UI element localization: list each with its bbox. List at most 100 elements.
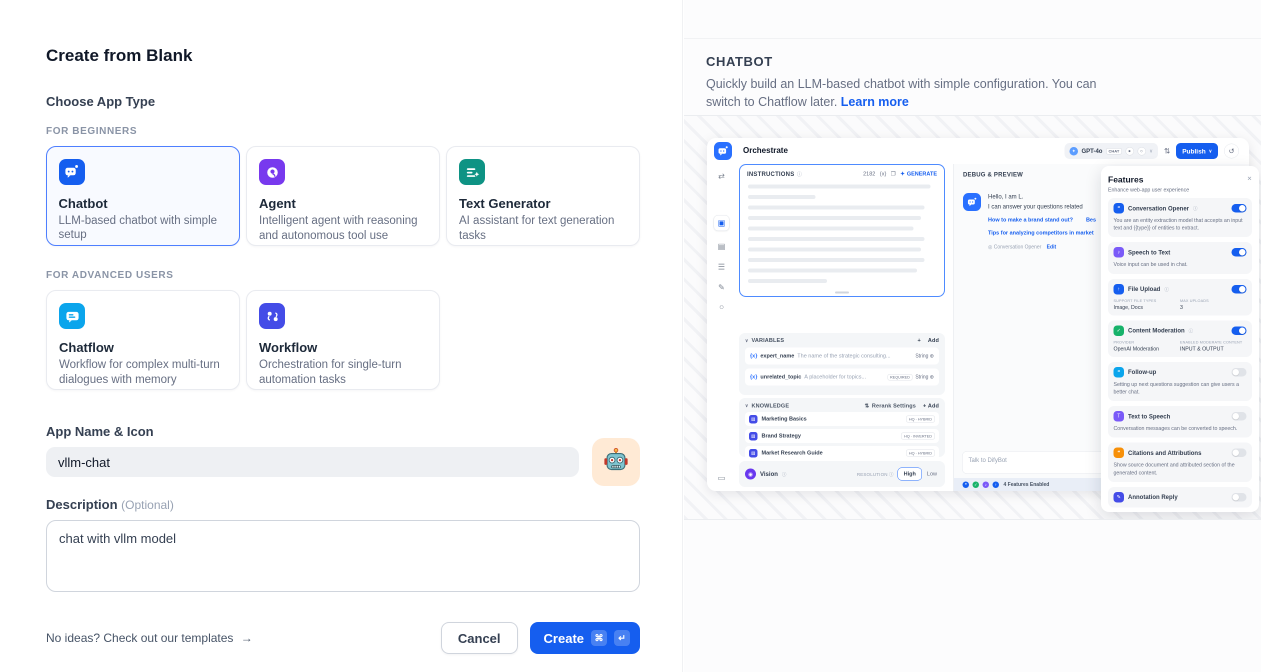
retrieval-tag: HQ · HYBRID	[905, 415, 935, 423]
dataset-icon: ▤	[749, 414, 758, 424]
chat-input: Talk to DifyBot	[962, 451, 1108, 474]
card-desc: Orchestration for single-turn automation…	[259, 359, 402, 386]
knowledge-title: KNOWLEDGE	[751, 402, 790, 409]
modal-footer: No ideas? Check out our templates → Canc…	[46, 622, 640, 654]
sparkle-icon: ✦	[900, 171, 905, 177]
annotation-icon: ✎	[718, 283, 725, 293]
create-button[interactable]: Create ⌘ ↵	[529, 622, 640, 654]
templates-link[interactable]: No ideas? Check out our templates →	[46, 631, 253, 645]
card-title: Chatbot	[58, 195, 108, 211]
speech-feature-icon: ♪	[982, 480, 990, 489]
feature-card-follow-up: ❝ Follow-up Setting up next questions su…	[1108, 361, 1252, 402]
content-moderation-icon: ✓	[1113, 325, 1124, 336]
dataset-icon: ▤	[749, 448, 758, 458]
conversation-opener-icon: ❝	[1113, 203, 1124, 214]
app-type-card-chatbot[interactable]: Chatbot LLM-based chatbot with simple se…	[46, 146, 240, 246]
app-name-row	[46, 438, 640, 486]
logs-icon: ▤	[717, 242, 726, 252]
preview-side-rail: ⇄ ▣ ▤ ☰ ✎ ○	[707, 164, 736, 491]
enter-key-icon: ↵	[614, 630, 630, 646]
frame-icon: ▭	[717, 474, 726, 483]
card-desc: Intelligent agent with reasoning and aut…	[259, 215, 418, 242]
description-textarea[interactable]: chat with vllm model	[46, 520, 640, 592]
chevron-down-icon: ∨	[1149, 148, 1153, 154]
orchestrate-title: Orchestrate	[743, 146, 788, 156]
toggle-on	[1231, 284, 1247, 294]
variables-icon: {x}	[879, 170, 887, 177]
follow-up-icon: ❝	[1113, 366, 1124, 378]
card-title: Agent	[259, 196, 296, 211]
instructions-title: INSTRUCTIONS	[747, 170, 795, 178]
app-type-card-agent[interactable]: Agent Intelligent agent with reasoning a…	[246, 146, 440, 246]
file-upload-icon: ↑	[1113, 283, 1124, 295]
info-icon: ⓘ	[1193, 206, 1198, 211]
circle-plus-icon: ⊕	[929, 374, 934, 380]
info-icon: ⓘ	[889, 471, 894, 477]
app-logo-icon	[714, 142, 732, 160]
preview-header: CHATBOT Quickly build an LLM-based chatb…	[706, 54, 1126, 111]
resolution-low-option: Low	[926, 471, 937, 477]
card-title: Chatflow	[59, 340, 114, 355]
create-button-label: Create	[543, 630, 584, 646]
info-icon: ⓘ	[1164, 286, 1169, 292]
text-generator-icon	[459, 159, 485, 185]
feature-card-conversation-opener: ❝ Conversation Opener ⓘ You are an entit…	[1108, 198, 1252, 238]
card-desc: AI assistant for text generation tasks	[459, 215, 615, 242]
required-badge: REQUIRED	[887, 373, 913, 381]
chevron-down-icon: ∨	[745, 403, 749, 408]
card-title: Workflow	[259, 340, 318, 355]
feature-card-text-to-speech: T Text to Speech Conversation messages c…	[1108, 406, 1252, 438]
citations-icon: ❝	[1113, 447, 1124, 459]
for-beginners-label: FOR BEGINNERS	[46, 126, 138, 137]
learn-more-link[interactable]: Learn more	[840, 94, 909, 109]
retrieval-tag: HQ · HYBRID	[905, 449, 935, 457]
close-icon: ✕	[1246, 175, 1252, 182]
copy-icon: ❐	[890, 171, 896, 177]
knowledge-panel: ∨ KNOWLEDGE ⇅ Rerank Settings + Add ▤ Mar…	[739, 398, 945, 460]
preview-description: Quickly build an LLM-based chatbot with …	[706, 77, 1097, 109]
cancel-button[interactable]: Cancel	[440, 622, 518, 654]
features-enabled-bar: ❝ ✓ ♪ ↑ 4 Features Enabled	[954, 478, 1104, 491]
toggle-off	[1231, 367, 1247, 377]
add-icon: +	[923, 402, 927, 409]
features-panel: Features ✕ Enhance web-app user experien…	[1101, 166, 1259, 512]
toggle-off	[1231, 448, 1247, 458]
app-type-card-workflow[interactable]: Workflow Orchestration for single-turn a…	[246, 290, 440, 390]
app-type-card-text-generator[interactable]: Text Generator AI assistant for text gen…	[446, 146, 640, 246]
chatbot-preview-image: Orchestrate ✦ GPT-4o CHAT ● ○ ∨ ⇅ Publis	[684, 115, 1261, 520]
opener-feature-icon: ❝	[962, 480, 970, 489]
temperature-icon: ●	[1125, 146, 1134, 156]
choose-app-type-label: Choose App Type	[46, 94, 156, 109]
speech-to-text-icon: ♪	[1113, 247, 1124, 258]
orchestrate-tab-icon: ▣	[713, 215, 730, 231]
preview-topbar: Orchestrate ✦ GPT-4o CHAT ● ○ ∨ ⇅ Publis	[707, 138, 1249, 164]
app-name-input[interactable]	[46, 447, 579, 477]
description-label-row: Description (Optional)	[46, 497, 640, 512]
token-count: 2182	[863, 170, 876, 177]
generate-button: ✦ GENERATE	[900, 170, 937, 177]
card-desc: Workflow for complex multi-turn dialogue…	[59, 359, 220, 386]
suggested-question: How to make a brand stand out? Bes	[988, 216, 1097, 223]
app-type-card-chatflow[interactable]: Chatflow Workflow for complex multi-turn…	[46, 290, 240, 390]
opener-meta: ◎ Conversation Opener Edit	[988, 244, 1057, 251]
variable-icon: {x}	[750, 374, 758, 380]
feature-card-citations: ❝ Citations and Attributions Show source…	[1108, 442, 1252, 482]
info-icon: ⓘ	[1188, 328, 1194, 334]
create-app-modal: Create from Blank Choose App Type FOR BE…	[46, 0, 683, 672]
toggle-off	[1231, 492, 1247, 502]
circle-plus-icon: ⊕	[929, 353, 934, 359]
model-name: GPT-4o	[1081, 147, 1103, 155]
moderation-feature-icon: ✓	[972, 480, 980, 489]
resolution-high-option: High	[897, 467, 922, 481]
chevron-down-icon: ∨	[1208, 148, 1212, 154]
arrow-right-icon: →	[240, 631, 253, 645]
preview-heading: CHATBOT	[706, 54, 773, 69]
card-title: Text Generator	[459, 196, 551, 211]
list-icon: ☰	[717, 263, 726, 272]
history-icon: ↺	[1224, 143, 1239, 159]
app-icon-button[interactable]	[592, 438, 640, 486]
rerank-icon: ⇅	[864, 403, 870, 409]
annotation-reply-icon: ✎	[1113, 491, 1124, 503]
toggle-on	[1231, 248, 1247, 257]
upload-feature-icon: ↑	[992, 480, 1000, 489]
